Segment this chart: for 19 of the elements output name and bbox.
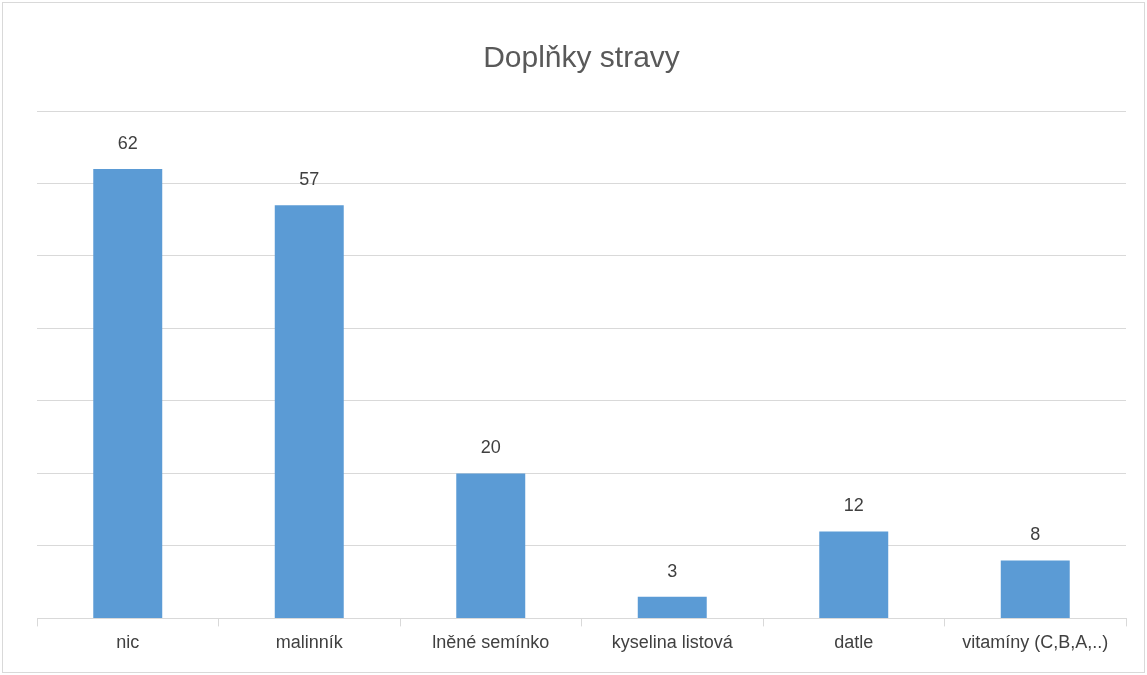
data-label: 62 [117, 132, 138, 153]
bar [1000, 560, 1070, 618]
bar [93, 168, 163, 618]
bar [456, 473, 526, 618]
bar [637, 596, 707, 618]
data-label: 3 [667, 560, 678, 581]
x-tick-label: kyselina listová [611, 632, 734, 653]
x-tick-label: vitamíny (C,B,A,..) [962, 632, 1109, 653]
x-tick-label: nic [116, 632, 140, 653]
data-label: 8 [1030, 524, 1041, 545]
x-tick-label: datle [834, 632, 874, 653]
chart-title: Doplňky stravy [483, 40, 680, 74]
x-tick-label: lněné semínko [432, 632, 550, 653]
data-label: 12 [843, 495, 864, 516]
x-tick-label: malinník [275, 632, 344, 653]
bar [274, 205, 344, 618]
bar [819, 531, 889, 618]
data-label: 20 [480, 437, 501, 458]
data-label: 57 [299, 169, 320, 190]
